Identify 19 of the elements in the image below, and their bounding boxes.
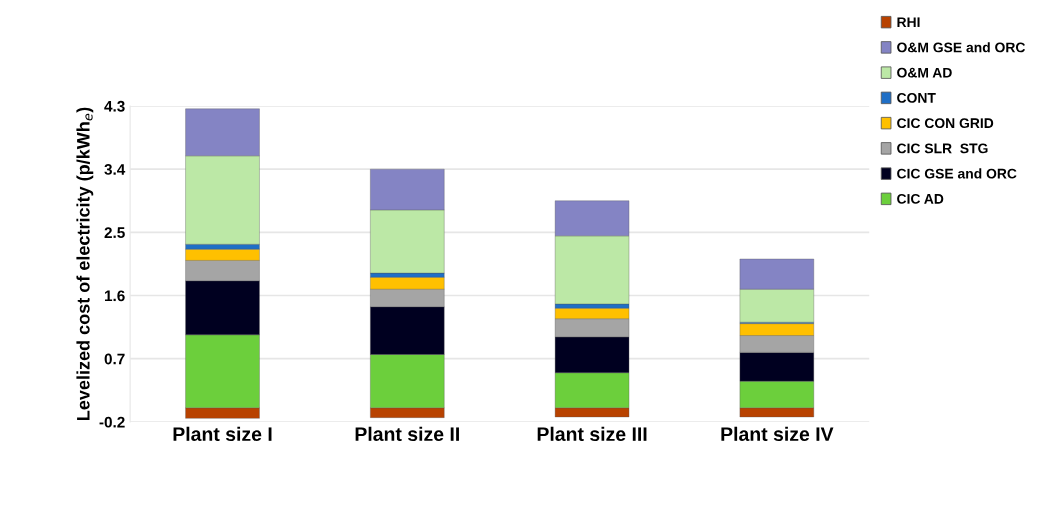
- legend-label: CIC CON GRID: [897, 118, 994, 129]
- x-tick-label: Plant size III: [537, 426, 647, 442]
- legend-label: RHI: [897, 17, 920, 27]
- y-tick-label: -0.2: [99, 416, 125, 428]
- x-tick-label: Plant size IV: [721, 426, 834, 442]
- y-tick-label: 1.6: [104, 290, 125, 302]
- x-tick-label: Plant size II: [355, 426, 459, 442]
- x-tick-label: Plant size I: [173, 426, 272, 442]
- y-tick-label: 2.5: [104, 227, 125, 239]
- legend-label: CONT: [897, 92, 936, 103]
- y-tick-label: 3.4: [104, 164, 126, 175]
- y-tick-label: 0.7: [104, 353, 125, 365]
- y-axis-title: Levelized cost of electricity (p/kWh$_{e}$): [76, 107, 94, 420]
- legend-label: CIC SLR STG: [897, 143, 988, 154]
- legend-label: CIC GSE and ORC: [897, 168, 1017, 179]
- legend-label: O&M GSE and ORC: [897, 42, 1026, 53]
- legend-label: O&M AD: [897, 67, 952, 78]
- y-tick-label: 4.3: [104, 100, 125, 112]
- legend-label: CIC AD: [897, 193, 944, 204]
